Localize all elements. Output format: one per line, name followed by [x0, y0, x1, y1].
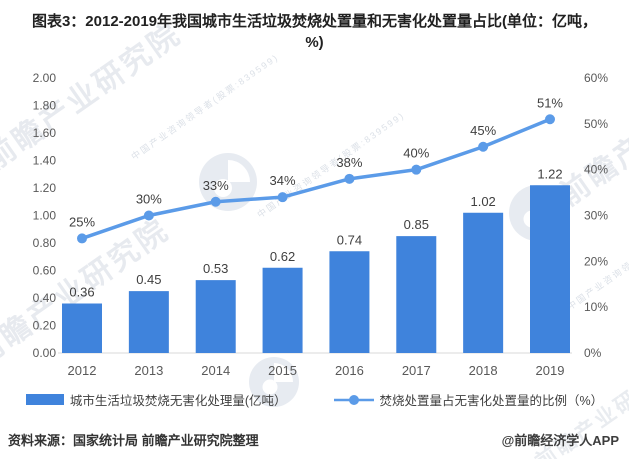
point-2014 [210, 196, 221, 207]
left-axis-tick: 0.00 [33, 346, 57, 360]
bar-2013 [128, 291, 169, 353]
point-label-2012: 25% [69, 214, 95, 229]
x-axis-label-2013: 2013 [134, 363, 163, 378]
left-axis-tick: 0.80 [33, 236, 57, 250]
x-axis-label-2018: 2018 [469, 363, 498, 378]
bar-label-2012: 0.36 [69, 285, 94, 300]
bar-2016 [329, 251, 370, 353]
point-2016 [344, 173, 355, 184]
left-axis-tick: 0.40 [33, 291, 57, 305]
footer: 资料来源：国家统计局 前瞻产业研究院整理 @前瞻经济学人APP [0, 430, 629, 449]
x-axis-label-2019: 2019 [536, 363, 565, 378]
point-label-2017: 40% [403, 146, 429, 161]
bar-label-2016: 0.74 [337, 232, 362, 247]
bar-label-2019: 1.22 [537, 166, 562, 181]
bar-2017 [396, 236, 437, 353]
left-axis-tick: 1.00 [33, 209, 57, 223]
point-2015 [277, 192, 288, 203]
point-2012 [77, 233, 87, 244]
left-axis-tick: 0.20 [33, 319, 57, 333]
bar-label-2018: 1.02 [470, 194, 495, 209]
x-axis-label-2012: 2012 [68, 363, 97, 378]
point-label-2015: 34% [270, 173, 296, 188]
source-text: 资料来源：国家统计局 前瞻产业研究院整理 [8, 433, 259, 448]
right-axis-tick: 50% [584, 117, 608, 131]
point-label-2016: 38% [336, 155, 362, 170]
point-2019 [544, 114, 555, 125]
legend-bar-label: 城市生活垃圾焚烧无害化处理量(亿吨） [69, 394, 287, 408]
right-axis-tick: 60% [584, 71, 608, 85]
left-axis-tick: 1.40 [33, 154, 57, 168]
point-label-2013: 30% [136, 192, 162, 207]
x-axis-label-2016: 2016 [335, 363, 364, 378]
x-axis-label-2014: 2014 [201, 363, 230, 378]
right-axis-tick: 0% [584, 346, 602, 360]
point-2018 [478, 141, 489, 152]
left-axis-tick: 2.00 [33, 71, 57, 85]
legend-item-bar: 城市生活垃圾焚烧无害化处理量(亿吨） [25, 390, 287, 409]
bar-2018 [463, 212, 504, 353]
bar-2015 [262, 267, 303, 353]
legend-item-line: 焚烧处置量占无害化处置量的比例（%） [333, 390, 604, 409]
left-axis-tick: 1.60 [33, 126, 57, 140]
point-label-2019: 51% [537, 95, 563, 110]
bar-2014 [195, 280, 236, 353]
bar-2012 [62, 303, 102, 353]
left-axis-tick: 1.80 [33, 99, 57, 113]
left-axis-tick: 0.60 [33, 264, 57, 278]
right-axis-tick: 40% [584, 163, 608, 177]
x-axis-label-2017: 2017 [402, 363, 431, 378]
bar-label-2014: 0.53 [203, 261, 228, 276]
legend: 城市生活垃圾焚烧无害化处理量(亿吨） 焚烧处置量占无害化处置量的比例（%） [0, 390, 629, 409]
page-title: 图表3：2012-2019年我国城市生活垃圾焚烧处置量和无害化处置量占比(单位：… [31, 13, 598, 51]
bar-legend-swatch-icon [25, 394, 64, 405]
bar-label-2015: 0.62 [270, 249, 295, 264]
right-axis-tick: 20% [584, 254, 608, 268]
point-2013 [143, 210, 154, 221]
x-axis-label-2015: 2015 [268, 363, 297, 378]
point-label-2014: 33% [203, 178, 229, 193]
right-axis-tick: 30% [584, 209, 608, 223]
point-label-2018: 45% [470, 123, 496, 138]
line-legend-swatch-icon [333, 394, 374, 405]
bar-label-2013: 0.45 [136, 272, 161, 287]
legend-line-label: 焚烧处置量占无害化处置量的比例（%） [379, 394, 604, 408]
credit-text: @前瞻经济学人APP [501, 433, 619, 448]
right-axis-tick: 10% [584, 300, 608, 314]
bar-2019 [529, 185, 570, 353]
trend-line [80, 117, 552, 241]
left-axis-tick: 1.20 [33, 181, 57, 195]
bar-label-2017: 0.85 [404, 217, 429, 232]
point-2017 [411, 164, 422, 175]
chart-canvas: 2.00 1.80 1.60 1.40 1.20 1.00 0.80 0.60 0.40 0.20… [33, 71, 609, 378]
